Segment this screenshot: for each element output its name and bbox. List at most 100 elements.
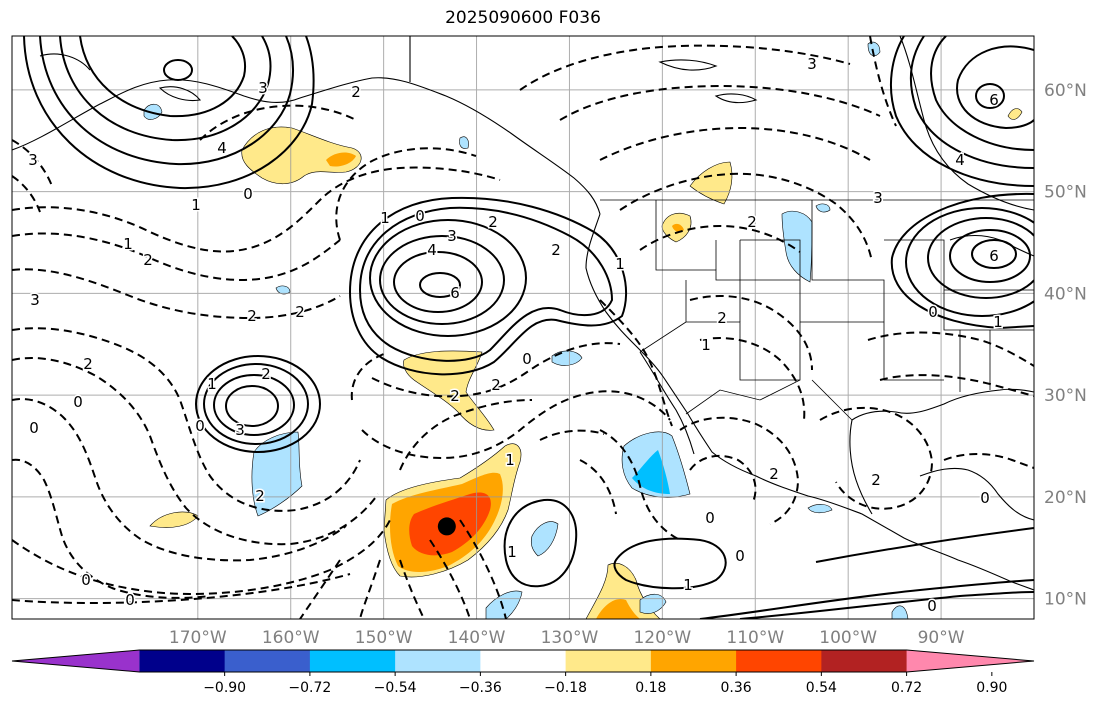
contour-label: 6	[989, 91, 999, 109]
contour-label: 1	[701, 336, 711, 354]
contour-label: 3	[807, 55, 817, 73]
contour-label: 1	[207, 375, 217, 393]
contour-label: 2	[769, 465, 779, 483]
contour-label: 0	[928, 303, 938, 321]
contour-label: 3	[447, 227, 457, 245]
lat-tick-label: 50°N	[1044, 183, 1087, 203]
lon-tick-label: 140°W	[448, 628, 506, 648]
colorbar-tick-label: 0.36	[721, 680, 752, 696]
contour-label: 6	[989, 247, 999, 265]
colorbar-segment	[821, 650, 908, 672]
contour-label: 2	[488, 213, 498, 231]
contour-label: 1	[191, 196, 201, 214]
contour-label: 1	[615, 255, 625, 273]
contour-label: 2	[261, 365, 271, 383]
colorbar-segment	[139, 650, 226, 672]
colorbar-segment	[650, 650, 737, 672]
lat-lon-grid	[12, 36, 1034, 619]
contour-label: 0	[415, 207, 425, 225]
contour-label: 0	[125, 591, 135, 609]
lon-tick-label: 170°W	[169, 628, 227, 648]
lat-tick-label: 20°N	[1044, 488, 1087, 508]
lat-tick-label: 30°N	[1044, 386, 1087, 406]
contour-label: 2	[450, 387, 460, 405]
colorbar-extend-low	[12, 650, 140, 672]
colorbar-segment	[309, 650, 396, 672]
contour-label: 2	[143, 251, 153, 269]
lat-tick-label: 40°N	[1044, 284, 1087, 304]
contour-label: 1	[507, 543, 517, 561]
colorbar-segment	[565, 650, 652, 672]
colorbar: −0.90 −0.72 −0.54 −0.36 −0.18 0.18 0.36 0.54 0.7…	[11, 649, 1035, 696]
contour-label: 0	[195, 417, 205, 435]
contour-label: 4	[955, 151, 965, 169]
contours-positive	[23, 36, 1034, 619]
colorbar-tick-label: −0.36	[459, 680, 502, 696]
contour-label: 0	[522, 350, 532, 368]
contour-label: 0	[81, 571, 91, 589]
political-borders	[600, 199, 1034, 421]
contour-label: 3	[28, 151, 38, 169]
contour-label: 2	[871, 471, 881, 489]
contour-label: 1	[505, 451, 515, 469]
contour-label: 2	[83, 355, 93, 373]
contour-label: 1	[683, 576, 693, 594]
contour-label: 2	[717, 309, 727, 327]
lon-tick-label: 120°W	[633, 628, 691, 648]
contour-label: 3	[258, 79, 268, 97]
contour-label: 1	[993, 313, 1003, 331]
lon-tick-label: 90°W	[918, 628, 965, 648]
location-marker	[437, 517, 456, 536]
lon-tick-label: 160°W	[262, 628, 320, 648]
contour-label: 0	[735, 547, 745, 565]
colorbar-outline	[11, 649, 1035, 673]
colorbar-tick-label: 0.18	[635, 680, 666, 696]
contour-label: 0	[705, 509, 715, 527]
lat-tick-label: 60°N	[1044, 81, 1087, 101]
colorbar-tick-label: 0.90	[976, 680, 1007, 696]
lon-tick-label: 100°W	[819, 628, 877, 648]
contour-label: 1	[123, 235, 133, 253]
lat-tick-label: 10°N	[1044, 590, 1087, 610]
lon-tick-label: 130°W	[541, 628, 599, 648]
contour-label: 4	[217, 139, 227, 157]
contour-label: 0	[73, 393, 83, 411]
colorbar-tick-label: 0.54	[806, 680, 837, 696]
colorbar-segment	[395, 650, 481, 672]
colorbar-tick-label: −0.72	[288, 680, 331, 696]
contour-label: 3	[30, 291, 40, 309]
map-title: 2025090600 F036	[445, 8, 601, 28]
contour-label: 1	[380, 209, 390, 227]
contour-label: 2	[747, 213, 757, 231]
contours-negative	[12, 36, 1034, 619]
shaded-anomalies	[143, 41, 1023, 619]
contour-label: 4	[427, 241, 437, 259]
contour-label: 2	[255, 487, 265, 505]
contour-label: 6	[450, 284, 460, 302]
colorbar-segment	[224, 650, 311, 672]
colorbar-tick-label: −0.18	[544, 680, 587, 696]
contour-label: 2	[247, 307, 257, 325]
contour-label: 0	[980, 489, 990, 507]
plot-frame	[11, 35, 1035, 620]
contour-label: 2	[491, 376, 501, 394]
contour-label: 0	[243, 185, 253, 203]
lon-tick-label: 150°W	[355, 628, 413, 648]
contour-label: 0	[927, 597, 937, 615]
colorbar-segment	[480, 650, 567, 672]
lat-tick-labels: 60°N 50°N 40°N 30°N 20°N 10°N	[1044, 81, 1087, 610]
colorbar-extend-high	[906, 650, 1034, 672]
colorbar-tick-label: −0.54	[374, 680, 417, 696]
contour-label: 2	[351, 83, 361, 101]
lon-tick-label: 110°W	[726, 628, 784, 648]
contour-label: 2	[295, 303, 305, 321]
contour-label: 3	[873, 189, 883, 207]
colorbar-tick-label: 0.72	[891, 680, 922, 696]
colorbar-segment	[736, 650, 822, 672]
contour-label: 0	[29, 419, 39, 437]
colorbar-tick-label: −0.90	[203, 680, 246, 696]
contour-label: 3	[235, 421, 245, 439]
